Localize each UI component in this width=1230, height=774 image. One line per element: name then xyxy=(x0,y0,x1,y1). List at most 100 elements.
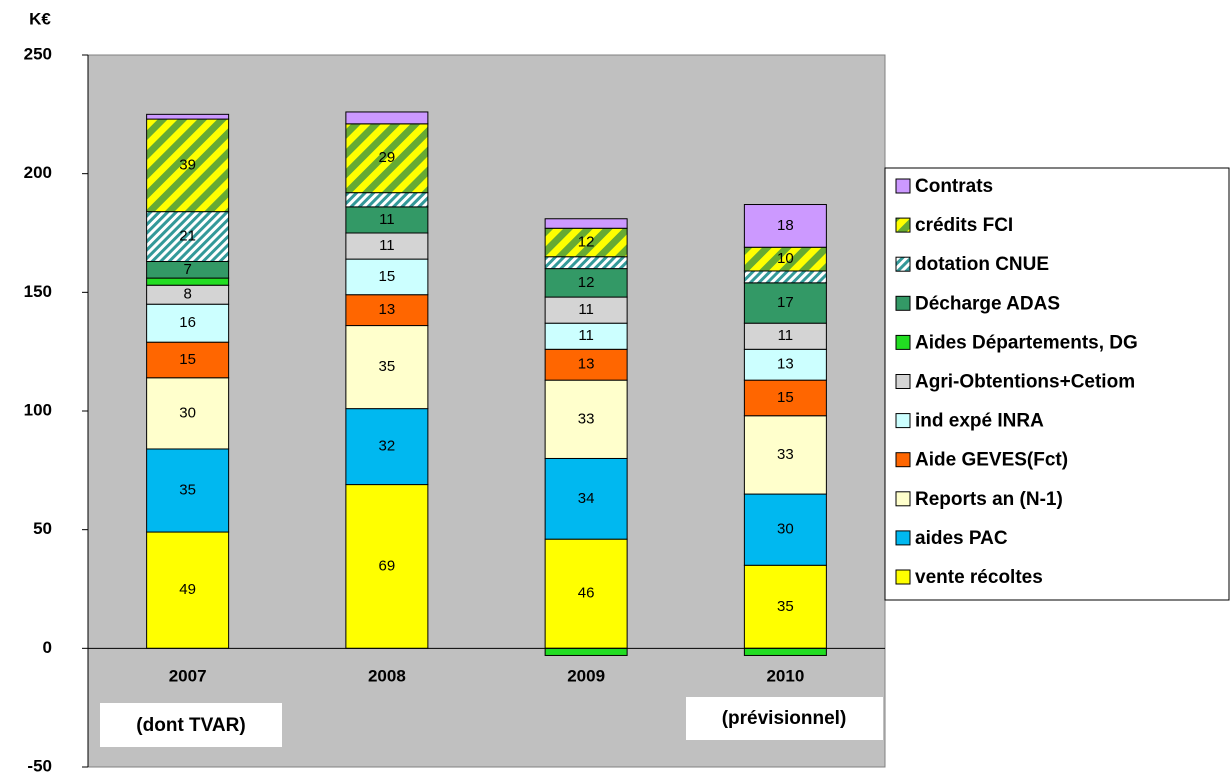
legend-label: vente récoltes xyxy=(915,567,1043,588)
bar-segment xyxy=(146,211,230,262)
bar-segment xyxy=(345,192,429,208)
data-label: 11 xyxy=(578,301,594,318)
data-label: 21 xyxy=(179,228,196,245)
data-label: 15 xyxy=(179,351,196,368)
legend-swatch xyxy=(895,295,911,311)
legend-label: Décharge ADAS xyxy=(915,293,1060,314)
legend-label: Aide GEVES(Fct) xyxy=(915,450,1068,471)
bar-segment xyxy=(743,415,827,495)
bar-segment xyxy=(345,294,429,327)
data-label: 11 xyxy=(778,327,794,344)
data-label: 35 xyxy=(179,481,196,498)
data-label: 8 xyxy=(183,286,191,303)
data-label: 15 xyxy=(379,268,396,285)
bar-segment xyxy=(743,564,827,649)
x-tick-label: 2009 xyxy=(567,666,605,685)
data-label: 11 xyxy=(379,237,395,254)
legend-swatch xyxy=(895,491,911,507)
data-label: 12 xyxy=(578,233,595,250)
bar-segment xyxy=(345,232,429,260)
y-tick-label: 150 xyxy=(24,282,52,301)
data-label: 12 xyxy=(578,274,595,291)
bar-segment xyxy=(345,325,429,410)
data-label: 18 xyxy=(777,217,794,234)
legend-label: dotation CNUE xyxy=(915,254,1049,275)
data-label: 46 xyxy=(578,585,595,602)
bar-segment xyxy=(743,270,827,284)
y-tick-label: 100 xyxy=(24,400,52,419)
legend-swatch xyxy=(895,178,911,194)
bar-segment xyxy=(743,348,827,381)
data-label: 16 xyxy=(179,314,196,331)
bar-segment xyxy=(146,277,230,286)
data-label: 32 xyxy=(379,438,396,455)
legend-swatch xyxy=(895,334,911,350)
y-tick-label: 250 xyxy=(24,44,52,63)
y-tick-label: 200 xyxy=(24,163,52,182)
y-tick-label: 0 xyxy=(43,638,52,657)
bar-segment xyxy=(743,204,827,248)
bar-segment xyxy=(345,123,429,194)
bar-segment xyxy=(345,408,429,486)
data-label: 35 xyxy=(379,358,396,375)
bar-segment xyxy=(544,268,628,298)
bar-segment xyxy=(544,218,628,229)
data-label: 49 xyxy=(179,581,196,598)
bar-segment xyxy=(345,111,429,125)
data-label: 13 xyxy=(379,301,396,318)
x-tick-label: 2010 xyxy=(766,666,804,685)
data-label: 7 xyxy=(183,261,191,278)
bar-segment xyxy=(146,113,230,120)
bar-segment xyxy=(146,377,230,450)
data-label: 13 xyxy=(578,356,595,373)
legend-label: Reports an (N-1) xyxy=(915,489,1063,510)
x-tick-label: 2007 xyxy=(169,666,207,685)
y-tick-label: 50 xyxy=(33,519,52,538)
legend-label: Contrats xyxy=(915,176,993,197)
bar-segment xyxy=(345,206,429,234)
legend-swatch xyxy=(895,452,911,468)
data-label: 39 xyxy=(179,156,196,173)
data-label: 13 xyxy=(777,356,794,373)
bar-segment xyxy=(146,341,230,379)
y-tick-label: -50 xyxy=(27,756,52,774)
bar-segment xyxy=(544,379,628,459)
data-label: 33 xyxy=(777,446,794,463)
x-tick-label: 2008 xyxy=(368,666,406,685)
data-label: 34 xyxy=(578,490,595,507)
annotation: (prévisionnel) xyxy=(722,708,847,729)
legend-swatch xyxy=(895,256,911,272)
data-label: 33 xyxy=(578,410,595,427)
legend-swatch xyxy=(895,413,911,429)
legend-label: Agri-Obtentions+Cetiom xyxy=(915,372,1135,393)
bar-segment xyxy=(345,484,429,649)
bar-segment xyxy=(544,348,628,381)
bar-segment xyxy=(743,647,827,656)
legend-swatch xyxy=(895,569,911,585)
bar-segment xyxy=(743,493,827,566)
bar-segment xyxy=(146,531,230,649)
bar-segment xyxy=(345,258,429,296)
bar-segment xyxy=(544,227,628,258)
bar-segment xyxy=(544,457,628,540)
legend-label: aides PAC xyxy=(915,528,1008,549)
bar-segment xyxy=(146,118,230,213)
annotation-box xyxy=(686,697,883,740)
legend-swatch xyxy=(895,530,911,546)
data-label: 69 xyxy=(379,557,396,574)
data-label: 35 xyxy=(777,598,794,615)
bar-segment xyxy=(146,448,230,533)
data-label: 15 xyxy=(777,389,794,406)
bar-segment xyxy=(743,379,827,417)
annotation: (dont TVAR) xyxy=(136,715,245,736)
legend-label: crédits FCI xyxy=(915,215,1013,236)
data-label: 10 xyxy=(777,250,794,267)
unit-label: K€ xyxy=(29,9,51,28)
legend-swatch xyxy=(895,217,911,233)
data-label: 17 xyxy=(777,294,794,311)
legend-label: ind expé INRA xyxy=(915,411,1044,432)
legend-swatch xyxy=(895,374,911,389)
data-label: 11 xyxy=(379,211,395,228)
data-label: 11 xyxy=(578,327,594,344)
